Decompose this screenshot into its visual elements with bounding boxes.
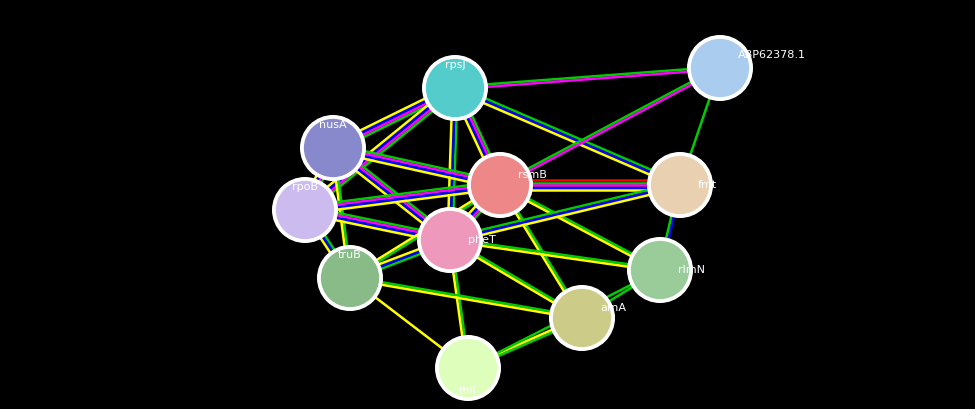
Circle shape <box>687 35 753 101</box>
Circle shape <box>467 152 533 218</box>
Text: truB: truB <box>338 250 362 260</box>
Circle shape <box>300 115 366 181</box>
Text: thiI: thiI <box>459 386 477 396</box>
Circle shape <box>650 155 710 215</box>
Circle shape <box>627 237 693 303</box>
Text: ABP62378.1: ABP62378.1 <box>738 50 806 60</box>
Circle shape <box>422 55 488 121</box>
Circle shape <box>549 285 615 351</box>
Text: rpsJ: rpsJ <box>445 60 465 70</box>
Circle shape <box>425 58 485 118</box>
Text: nusA: nusA <box>319 120 347 130</box>
Circle shape <box>438 338 498 398</box>
Text: rsmB: rsmB <box>518 170 547 180</box>
Circle shape <box>417 207 483 273</box>
Circle shape <box>317 245 383 311</box>
Text: arnA: arnA <box>600 303 626 313</box>
Text: rpoB: rpoB <box>292 182 318 192</box>
Text: fmt: fmt <box>698 180 718 190</box>
Circle shape <box>420 210 480 270</box>
Text: pheT: pheT <box>468 235 495 245</box>
Circle shape <box>552 288 612 348</box>
Circle shape <box>435 335 501 401</box>
Circle shape <box>630 240 690 300</box>
Text: rlmN: rlmN <box>678 265 705 275</box>
Circle shape <box>272 177 338 243</box>
Circle shape <box>320 248 380 308</box>
Circle shape <box>690 38 750 98</box>
Circle shape <box>275 180 335 240</box>
Circle shape <box>470 155 530 215</box>
Circle shape <box>647 152 713 218</box>
Circle shape <box>303 118 363 178</box>
